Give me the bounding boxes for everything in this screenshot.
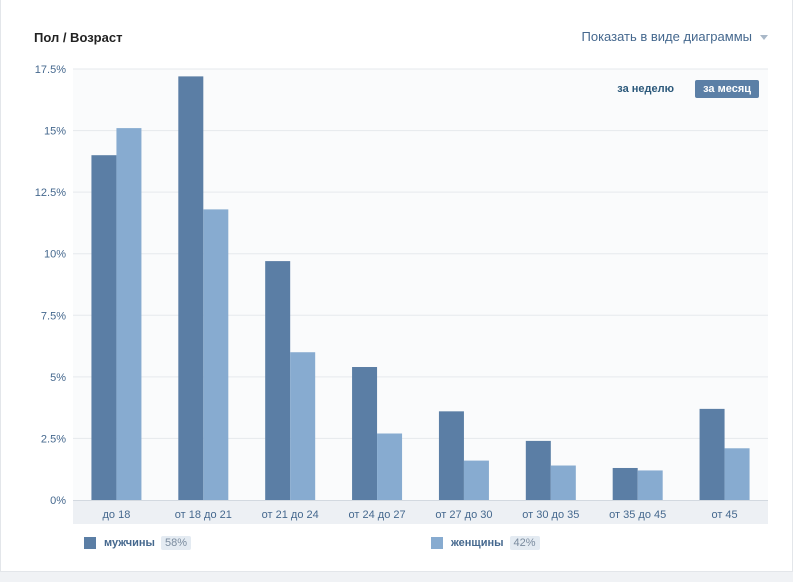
y-tick-label: 15% (44, 126, 66, 138)
chart-title: Пол / Возраст (34, 30, 123, 45)
legend-female-label: женщины (451, 537, 504, 549)
bar-female (203, 209, 229, 500)
bar-male (612, 467, 638, 500)
bar-female (377, 433, 403, 500)
legend-male-pct: 58% (160, 536, 191, 550)
legend-female-swatch (431, 537, 443, 549)
bar-female (724, 448, 750, 500)
bar-male (265, 261, 291, 500)
y-tick-label: 10% (44, 249, 66, 261)
bar-male (525, 440, 551, 500)
bar-female (463, 460, 489, 500)
x-tick-label: от 18 до 21 (175, 509, 232, 521)
bar-male (438, 411, 464, 500)
view-toggle-dropdown[interactable]: Показать в виде диаграммы (581, 29, 768, 44)
bar-female (116, 128, 142, 500)
legend-female[interactable]: женщины 42% (431, 536, 540, 550)
chevron-down-icon (760, 35, 768, 40)
x-tick-label: от 45 (711, 509, 737, 521)
y-tick-label: 0% (50, 495, 66, 507)
y-tick-label: 17.5% (35, 64, 66, 76)
legend-male[interactable]: мужчины 58% (84, 536, 191, 550)
bar-male (91, 155, 117, 500)
bar-female (637, 470, 663, 500)
period-month-button[interactable]: за месяц (695, 80, 759, 98)
y-tick-label: 7.5% (41, 310, 66, 322)
y-tick-label: 12.5% (35, 187, 66, 199)
x-tick-label: от 21 до 24 (262, 509, 319, 521)
bar-male (178, 76, 204, 500)
y-tick-label: 5% (50, 372, 66, 384)
legend-male-label: мужчины (104, 537, 155, 549)
bar-male (352, 367, 378, 500)
legend-male-swatch (84, 537, 96, 549)
bar-female (550, 465, 576, 500)
bar-female (290, 352, 316, 500)
x-tick-label: от 27 до 30 (435, 509, 492, 521)
x-tick-label: до 18 (103, 509, 131, 521)
x-tick-label: от 24 до 27 (349, 509, 406, 521)
x-tick-label: от 35 до 45 (609, 509, 666, 521)
view-toggle-label: Показать в виде диаграммы (581, 29, 753, 44)
y-tick-label: 2.5% (41, 433, 66, 445)
bar-male (699, 408, 725, 500)
legend-female-pct: 42% (509, 536, 540, 550)
plot-background (73, 69, 768, 500)
x-axis-band (73, 500, 768, 524)
period-week-button[interactable]: за неделю (617, 83, 674, 95)
x-tick-label: от 30 до 35 (522, 509, 579, 521)
